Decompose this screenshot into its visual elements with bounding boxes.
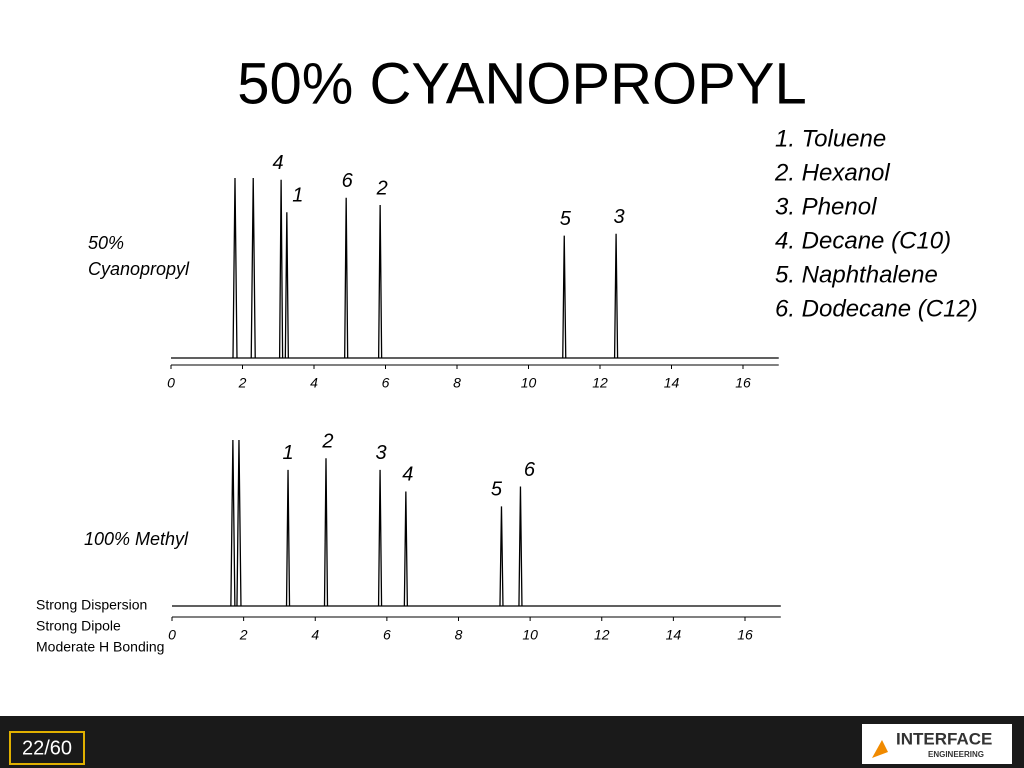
- x-tick-label tick: 12: [592, 375, 608, 391]
- page-number: 22/60: [22, 737, 72, 759]
- x-tick-label tick: 0: [168, 627, 176, 643]
- peak: [613, 233, 619, 359]
- peak: [285, 469, 291, 607]
- x-tick-label tick: 2: [238, 375, 247, 391]
- peak-label: 2: [376, 177, 388, 199]
- slide-title: 50% CYANOPROPYL: [237, 51, 806, 116]
- x-tick-label tick: 8: [455, 627, 463, 643]
- compound-item: 4. Decane (C10): [775, 227, 951, 254]
- trace-label: 100% Methyl: [84, 529, 189, 549]
- x-tick-label tick: 4: [311, 627, 319, 643]
- peak: [518, 486, 523, 607]
- page-box: [9, 731, 85, 765]
- peak-label: 2: [321, 431, 333, 453]
- peak-label: 4: [402, 464, 413, 486]
- peak: [377, 204, 383, 359]
- peak: [562, 235, 567, 359]
- peak-label: 3: [376, 442, 387, 464]
- logo-box: [862, 724, 1012, 764]
- peak: [344, 197, 349, 359]
- x-tick-label tick: 10: [521, 375, 537, 391]
- logo-sub: ENGINEERING: [928, 750, 984, 759]
- trace-label: Cyanopropyl: [88, 259, 190, 279]
- x-tick-label tick: 6: [382, 375, 390, 391]
- compound-item: 1. Toluene: [775, 125, 886, 152]
- phase-note: Moderate H Bonding: [36, 639, 164, 655]
- peak: [323, 458, 329, 607]
- logo-icon: [872, 740, 888, 758]
- compound-item: 2. Hexanol: [774, 159, 890, 186]
- peak-label: 5: [491, 479, 503, 501]
- peak: [284, 212, 289, 359]
- peak: [403, 491, 409, 607]
- peak: [499, 506, 504, 607]
- x-tick-label tick: 10: [522, 627, 538, 643]
- peak-label: 5: [560, 208, 572, 230]
- compound-item: 6. Dodecane (C12): [775, 295, 978, 322]
- x-tick-label tick: 14: [664, 375, 680, 391]
- x-tick-label tick: 0: [167, 375, 175, 391]
- x-tick-label tick: 14: [666, 627, 682, 643]
- peak-label: 6: [342, 170, 354, 192]
- x-tick-label tick: 6: [383, 627, 391, 643]
- peak: [230, 439, 236, 607]
- x-tick-label tick: 16: [735, 375, 751, 391]
- trace-label: 50%: [88, 233, 124, 253]
- x-tick-label tick: 8: [453, 375, 461, 391]
- peak: [236, 439, 242, 607]
- phase-note: Strong Dipole: [36, 618, 121, 634]
- phase-note: Strong Dispersion: [36, 597, 147, 613]
- peak-label: 6: [524, 459, 536, 481]
- peak: [377, 469, 383, 607]
- peak: [278, 179, 284, 359]
- x-tick-label tick: 16: [737, 627, 753, 643]
- logo-main: INTERFACE: [896, 729, 992, 748]
- footer-bar: [0, 716, 1024, 768]
- peak-label: 3: [614, 206, 625, 228]
- peak-label: 1: [282, 442, 293, 464]
- x-tick-label tick: 4: [310, 375, 318, 391]
- compound-item: 5. Naphthalene: [775, 261, 938, 288]
- peak-label: 4: [273, 152, 284, 174]
- x-tick-label tick: 12: [594, 627, 610, 643]
- peak: [232, 177, 238, 359]
- compound-item: 3. Phenol: [775, 193, 877, 220]
- peak-label: 1: [292, 184, 303, 206]
- peak: [250, 177, 256, 359]
- x-tick-label tick: 2: [239, 627, 248, 643]
